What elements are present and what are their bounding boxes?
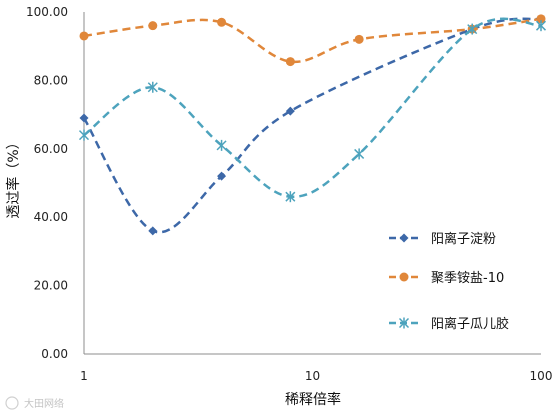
data-point-marker [79,113,89,123]
data-point-marker [147,81,158,93]
legend-item: 聚季铵盐-10 [389,271,504,286]
series-layer [78,14,547,236]
x-tick-label: 1 [80,369,88,383]
data-point-marker [354,148,365,160]
y-tick-label: 20.00 [34,279,68,293]
watermark-text: 大田网络 [24,397,64,410]
series-3 [78,17,547,203]
series-1 [79,14,546,236]
data-point-marker [148,21,158,31]
y-tick-label: 100.00 [26,5,68,19]
legend-label: 聚季铵盐-10 [431,271,504,286]
legend-item: 阳离子瓜儿胶 [389,316,509,332]
legend-marker [399,272,409,282]
data-point-marker [285,191,296,203]
x-tick-label: 100 [530,369,553,383]
y-tick-labels: 0.00 20.00 40.00 60.00 80.00 100.00 [26,5,68,361]
series-line [82,17,542,234]
legend-item: 阳离子淀粉 [389,231,496,247]
legend-marker [399,233,409,243]
y-tick-label: 80.00 [34,73,68,87]
data-point-marker [285,57,295,67]
data-point-marker [467,23,478,35]
data-point-marker [217,17,227,27]
watermark: 大田网络 [5,396,64,410]
x-tick-label: 10 [305,369,320,383]
legend-marker [398,317,410,329]
y-axis-title: 透过率（%） [5,135,22,218]
legend-label: 阳离子淀粉 [431,231,496,247]
data-point-marker [285,106,295,116]
x-axis-title: 稀释倍率 [285,391,341,408]
data-point-marker [536,14,546,24]
data-point-marker [217,171,227,181]
data-point-marker [78,129,90,141]
series-line [83,17,542,198]
data-point-marker [79,31,89,41]
data-point-marker [354,34,364,44]
series-2 [79,14,546,67]
watermark-logo-icon [5,396,19,410]
data-point-marker [535,20,547,32]
y-tick-label: 60.00 [34,142,68,156]
y-tick-label: 40.00 [34,210,68,224]
data-point-marker [148,226,158,236]
legend-label: 阳离子瓜儿胶 [431,316,509,332]
data-point-marker [216,139,227,151]
y-tick-label: 0.00 [41,347,68,361]
x-tick-labels: 1 10 100 [80,369,552,383]
